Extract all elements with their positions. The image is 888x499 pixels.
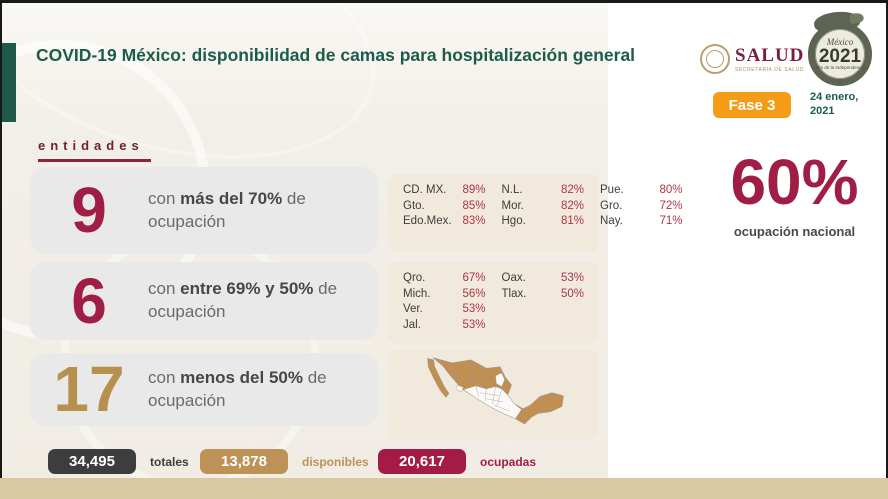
left-border xyxy=(0,0,2,499)
row-description: con entre 69% y 50% de ocupación xyxy=(148,279,338,321)
national-occupancy-value: 60% xyxy=(730,146,859,218)
state-row: Mor. 82% xyxy=(501,199,585,212)
map-card xyxy=(388,350,599,440)
badge-year: 2021 xyxy=(818,45,862,67)
state-row: Gro. 72% xyxy=(600,199,683,212)
entity-count: 6 xyxy=(71,264,107,337)
entity-count: 9 xyxy=(71,174,107,247)
date-line1: 24 enero, xyxy=(810,91,859,103)
phase-badge: Fase 3 xyxy=(713,92,791,118)
salud-logo-text: SALUD xyxy=(735,44,805,66)
state-row: Mich. 56% xyxy=(403,287,486,300)
row-description: con menos del 50% de ocupación xyxy=(148,367,327,410)
salud-seal-icon xyxy=(700,44,730,74)
mexico-2021-badge: México 2021 Año de la Independencia xyxy=(806,8,876,88)
entity-count: 17 xyxy=(53,353,125,426)
beds-available-value: 13,878 xyxy=(200,449,288,474)
salud-logo: SALUD SECRETARÍA DE SALUD xyxy=(700,44,805,74)
date-line2: 2021 xyxy=(810,104,835,117)
page-title: COVID-19 México: disponibilidad de camas… xyxy=(36,45,636,65)
state-row: Oax. 53% xyxy=(501,272,585,284)
beds-summary: 34,495 totales 13,878 disponibles 20,617… xyxy=(0,449,888,475)
beds-occupied: 20,617 ocupadas xyxy=(378,449,536,474)
right-border xyxy=(886,0,888,499)
section-underline xyxy=(38,159,151,162)
state-row: Nay. 71% xyxy=(600,215,683,228)
beds-occupied-value: 20,617 xyxy=(378,449,466,474)
state-row: Pue. 80% xyxy=(600,184,683,196)
row-description: con más del 70% de ocupación xyxy=(148,188,306,231)
date-label: 24 enero, 2021 xyxy=(810,91,858,119)
national-occupancy-label: ocupación nacional xyxy=(733,224,856,239)
mexico-map-icon xyxy=(426,357,564,425)
state-row: Ver. 53% xyxy=(403,303,486,316)
beds-total-label: totales xyxy=(150,454,189,469)
row-card-under-50: 17 con menos del 50% de ocupación xyxy=(30,353,378,426)
beds-total: 34,495 totales xyxy=(48,449,189,474)
beds-available-label: disponibles xyxy=(302,454,369,469)
section-label-entidades: entidades xyxy=(38,138,151,162)
national-occupancy: 60% ocupación nacional xyxy=(712,150,877,239)
top-border xyxy=(0,0,888,3)
state-row: N.L. 82% xyxy=(501,184,585,196)
state-row: Gto. 85% xyxy=(403,199,486,212)
state-row: Hgo. 81% xyxy=(501,215,585,228)
salud-logo-subtitle: SECRETARÍA DE SALUD xyxy=(735,66,805,73)
row-card-over-70: 9 con más del 70% de ocupación xyxy=(30,167,378,254)
state-table-50-69: Qro. 67% Mich. 56% Ver. 53% Jal. 53% Oax. 53% xyxy=(388,262,599,344)
state-table-over-70: CD. MX. 89% Gto. 85% Edo.Mex. 83% N.L. 82% M… xyxy=(388,174,683,253)
beds-total-value: 34,495 xyxy=(48,449,136,474)
state-row: Edo.Mex. 83% xyxy=(403,215,486,228)
row-card-50-69: 6 con entre 69% y 50% de ocupación xyxy=(30,262,378,340)
beds-available: 13,878 disponibles xyxy=(200,449,369,474)
beds-occupied-label: ocupadas xyxy=(480,454,537,469)
bottom-tan-bar xyxy=(0,478,888,499)
state-row: Jal. 53% xyxy=(403,318,486,331)
badge-country: México xyxy=(826,36,854,47)
badge-subtitle: Año de la Independencia xyxy=(815,64,865,70)
state-row: Tlax. 50% xyxy=(501,287,585,300)
green-accent-bar xyxy=(2,43,16,122)
state-row: CD. MX. 89% xyxy=(403,184,486,196)
state-row: Qro. 67% xyxy=(403,272,486,284)
